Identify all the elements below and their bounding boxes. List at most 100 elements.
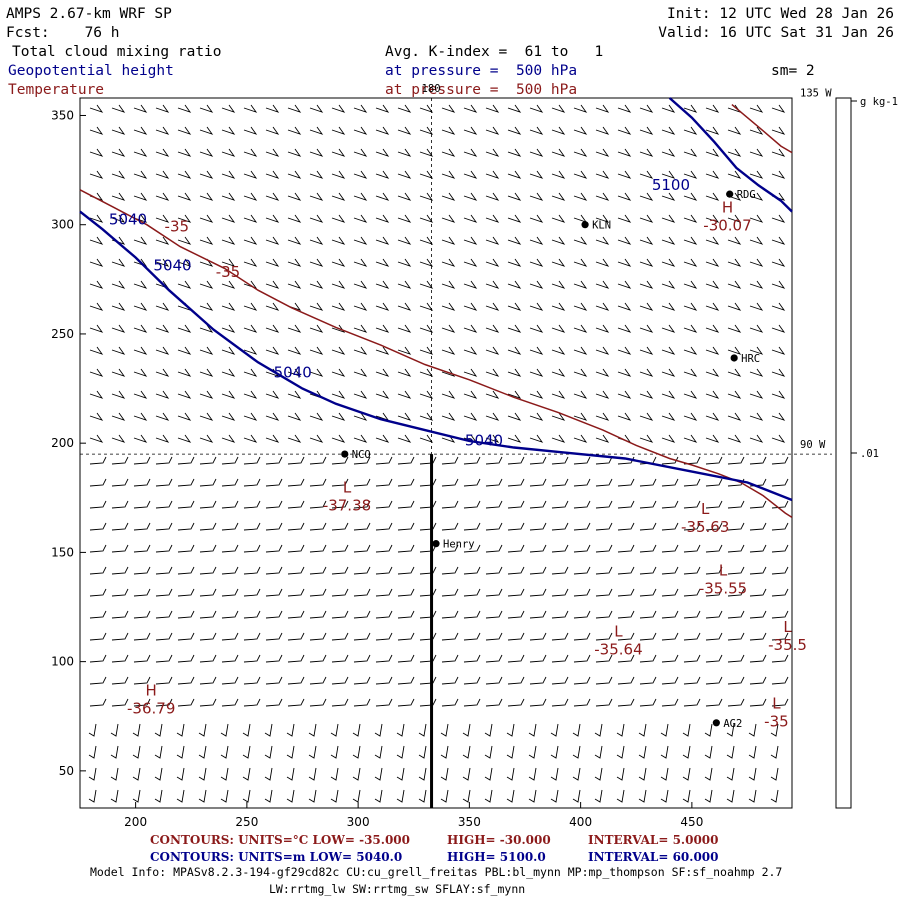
wind-barb [506,767,515,781]
wind-barb [265,566,283,575]
wind-barb [155,126,170,135]
wind-barb [309,456,327,465]
wind-barb [771,522,789,531]
wind-barb [661,610,679,619]
wind-barb [353,368,368,377]
station-marker [730,354,738,362]
wind-barb [155,192,170,201]
wind-barb [397,214,412,223]
y-tick-label: 300 [51,218,74,232]
wind-barb [89,390,104,399]
wind-barb [529,302,544,311]
wind-barb [463,104,478,113]
wind-barb [507,390,522,399]
wind-barb [199,346,214,355]
wind-barb [419,522,437,531]
wind-barb [177,588,195,597]
wind-barb [573,302,588,311]
wind-barb [573,148,588,157]
wind-barb [528,789,537,803]
wind-barb [683,500,701,509]
wind-barb [375,192,390,201]
wind-barb [661,698,679,707]
wind-barb [374,789,383,803]
wind-barb [309,258,324,267]
footer-contour-info: CONTOURS: UNITS=m LOW= 5040.0 [150,850,402,864]
wind-barb [484,767,493,781]
wind-barb [265,588,283,597]
height-contour-label: 5040 [153,257,191,275]
wind-barb [749,588,767,597]
extremum-value: -35.5 [768,636,807,654]
wind-barb [463,280,478,289]
wind-barb [771,698,789,707]
wind-barb [89,676,107,685]
wind-barb [551,126,566,135]
wind-barb [375,390,390,399]
wind-barb [572,723,581,737]
wind-barb [727,434,742,443]
wind-barb [749,368,764,377]
wind-barb [242,789,251,803]
wind-barb [506,745,515,759]
wind-barb [617,676,635,685]
wind-barb [551,654,569,663]
wind-barb [573,478,591,487]
wind-barb [308,745,317,759]
wind-barb [133,258,148,267]
wind-barb [551,566,569,575]
wind-barb [595,522,613,531]
wind-barb [331,676,349,685]
wind-barb [221,522,239,531]
wind-barb [749,258,764,267]
wind-barb [375,478,393,487]
wind-barb [287,500,305,509]
wind-barb [528,767,537,781]
wind-barb [639,522,657,531]
wind-barb [704,767,713,781]
wind-barb [287,236,302,245]
wind-barb [704,723,713,737]
wind-barb [639,104,654,113]
wind-barb [771,500,789,509]
wind-barb [639,412,654,421]
wind-barb [111,170,126,179]
wind-barb [352,723,361,737]
wind-barb [485,324,500,333]
wind-barb [573,236,588,245]
wind-barb [243,544,261,553]
wind-barb [221,412,236,421]
wind-barb [353,324,368,333]
wind-barb [155,456,173,465]
wind-barb [309,434,324,443]
wind-barb [529,192,544,201]
wind-barb [309,698,327,707]
k-index-range: Avg. K-index = 61 to 1 [385,44,603,60]
wind-barb [551,676,569,685]
wind-barb [595,654,613,663]
wind-barb [507,346,522,355]
wind-barb [660,723,669,737]
wind-barb [353,434,368,443]
wind-barb [771,148,786,157]
wind-barb [749,676,767,685]
wind-barb [551,544,569,553]
wind-barb [111,280,126,289]
wind-barb [331,302,346,311]
wind-barb [440,767,449,781]
wind-barb [375,698,393,707]
wind-barb [397,610,415,619]
wind-barb [661,632,679,641]
y-tick-label: 50 [59,764,74,778]
station-marker [341,450,349,458]
wind-barb [265,434,280,443]
wind-barb [529,170,544,179]
wind-barb [133,192,148,201]
wind-barb [749,104,764,113]
wind-barb [727,126,742,135]
wind-barb [727,390,742,399]
wind-barb [704,789,713,803]
wind-barb [771,170,786,179]
wind-barb [221,456,239,465]
